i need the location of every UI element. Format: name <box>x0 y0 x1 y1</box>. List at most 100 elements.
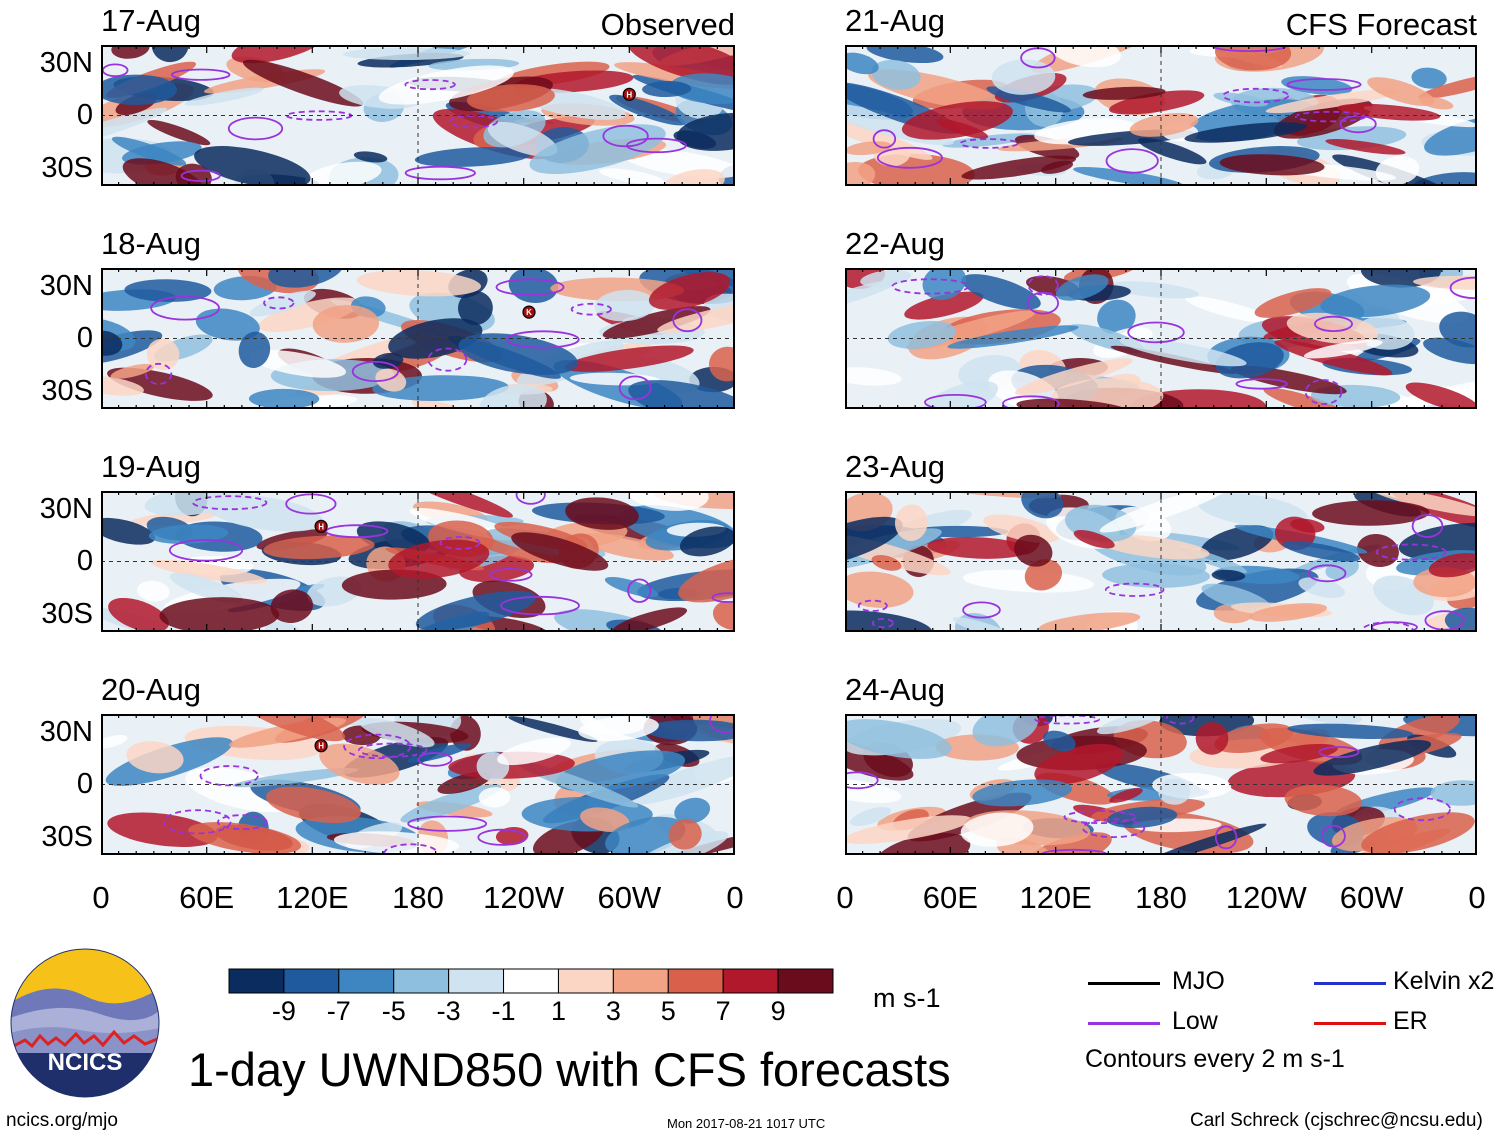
wind-anomaly-blob <box>712 600 735 631</box>
wind-anomaly-blob <box>1215 45 1292 71</box>
wind-anomaly-blob <box>1303 339 1383 359</box>
wind-anomaly-blob <box>1287 723 1414 739</box>
contour-note: Contours every 2 m s-1 <box>1085 1045 1345 1073</box>
heatmap-panel-19-Aug: H <box>101 491 735 632</box>
wind-anomaly-blob <box>378 65 514 105</box>
lat-label: 30N <box>39 47 93 79</box>
wind-anomaly-blob <box>405 491 513 518</box>
wind-anomaly-blob <box>1284 784 1363 817</box>
wind-anomaly-blob <box>1137 137 1207 165</box>
colorbar-swatch <box>228 968 285 994</box>
ncics-logo: NCICS <box>10 948 160 1098</box>
wind-anomaly-blob <box>626 755 735 805</box>
lon-tick-label: 60E <box>922 880 978 915</box>
storm-marker: H <box>622 87 636 101</box>
wind-anomaly-blob <box>845 610 933 632</box>
wind-anomaly-blob <box>669 73 735 105</box>
legend-er-label: ER <box>1393 1007 1428 1035</box>
lon-tick-label: 120E <box>1019 880 1092 915</box>
low-contour <box>168 539 244 562</box>
wind-anomaly-blob <box>305 161 382 186</box>
lat-label: 0 <box>76 768 93 800</box>
wind-anomaly-blob <box>458 333 578 375</box>
wind-anomaly-blob <box>1219 154 1325 176</box>
legend-kelvin-line <box>1314 982 1386 985</box>
wind-anomaly-blob <box>169 572 244 604</box>
low-contour <box>1222 87 1290 104</box>
wind-anomaly-blob <box>242 59 364 107</box>
wind-anomaly-blob <box>1337 103 1441 121</box>
low-contour <box>871 618 894 629</box>
low-contour <box>404 165 476 181</box>
heatmap-panel-21-Aug <box>845 45 1477 186</box>
wind-anomaly-blob <box>960 812 1034 847</box>
lon-tick-label: 0 <box>92 880 110 915</box>
wind-anomaly-blob <box>648 272 731 310</box>
low-contour <box>1027 275 1059 296</box>
wind-anomaly-blob <box>983 514 1060 543</box>
wind-anomaly-blob <box>238 331 271 368</box>
wind-anomaly-blob <box>388 318 483 359</box>
low-contour <box>1375 543 1447 561</box>
wind-anomaly-blob <box>479 384 547 409</box>
low-contour <box>417 752 453 767</box>
low-contour <box>1307 564 1347 583</box>
wind-anomaly-blob <box>1375 156 1420 186</box>
wind-anomaly-blob <box>845 719 952 759</box>
author-credit: Carl Schreck (cjschrec@ncsu.edu) <box>1190 1110 1483 1131</box>
wind-anomaly-blob <box>845 815 972 844</box>
wind-anomaly-blob <box>599 168 665 185</box>
wind-anomaly-blob <box>263 535 375 560</box>
wind-anomaly-blob <box>1298 577 1345 599</box>
heatmap-panel-20-Aug: H <box>101 714 735 855</box>
wind-anomaly-blob <box>1423 337 1477 365</box>
wind-anomaly-blob <box>927 536 1029 559</box>
wind-anomaly-blob <box>248 388 320 409</box>
wind-anomaly-blob <box>644 719 735 742</box>
wind-anomaly-blob <box>1248 603 1328 622</box>
wind-anomaly-blob <box>845 52 879 75</box>
wind-anomaly-blob <box>663 268 735 291</box>
wind-anomaly-blob <box>604 577 659 598</box>
low-contour <box>1105 148 1159 174</box>
source-url[interactable]: ncics.org/mjo <box>6 1110 118 1131</box>
storm-marker: H <box>314 739 328 753</box>
wind-anomaly-blob <box>108 597 169 632</box>
wind-anomaly-blob <box>1043 730 1076 752</box>
wind-anomaly-blob <box>1195 722 1229 755</box>
low-contour <box>1313 315 1353 333</box>
wind-anomaly-blob <box>184 87 264 106</box>
low-contour <box>180 169 221 182</box>
wind-anomaly-blob <box>947 325 1079 349</box>
colorbar-tick-label: 5 <box>660 996 676 1026</box>
wind-anomaly-blob <box>1325 138 1406 155</box>
wind-anomaly-blob <box>887 320 956 349</box>
panel-date-6: 23-Aug <box>845 449 945 484</box>
low-contour <box>1002 395 1060 409</box>
wind-anomaly-blob <box>612 607 688 632</box>
wind-anomaly-blob <box>1418 72 1477 99</box>
wind-anomaly-blob <box>1109 788 1143 803</box>
low-contour <box>1449 276 1477 299</box>
wind-anomaly-blob <box>1286 312 1379 345</box>
wind-anomaly-blob <box>1014 534 1053 567</box>
low-contour <box>192 495 268 511</box>
wind-anomaly-blob <box>1068 324 1145 354</box>
colorbar-swatch <box>283 968 340 994</box>
lon-tick-label: 0 <box>1468 880 1486 915</box>
wind-anomaly-blob <box>529 124 666 174</box>
observed-label: Observed <box>600 7 735 42</box>
wind-anomaly-blob <box>487 121 558 157</box>
low-contour <box>857 599 888 612</box>
wind-anomaly-blob <box>249 290 316 317</box>
wind-anomaly-blob <box>101 330 123 356</box>
legend-er-line <box>1314 1022 1386 1025</box>
svg-text:H: H <box>318 742 324 751</box>
low-contour <box>709 714 735 734</box>
wind-anomaly-blob <box>860 269 912 287</box>
wind-anomaly-blob <box>1119 337 1247 367</box>
wind-anomaly-blob <box>845 739 914 781</box>
wind-anomaly-blob <box>240 714 346 742</box>
wind-anomaly-blob <box>676 112 735 151</box>
low-contour <box>1214 825 1238 850</box>
